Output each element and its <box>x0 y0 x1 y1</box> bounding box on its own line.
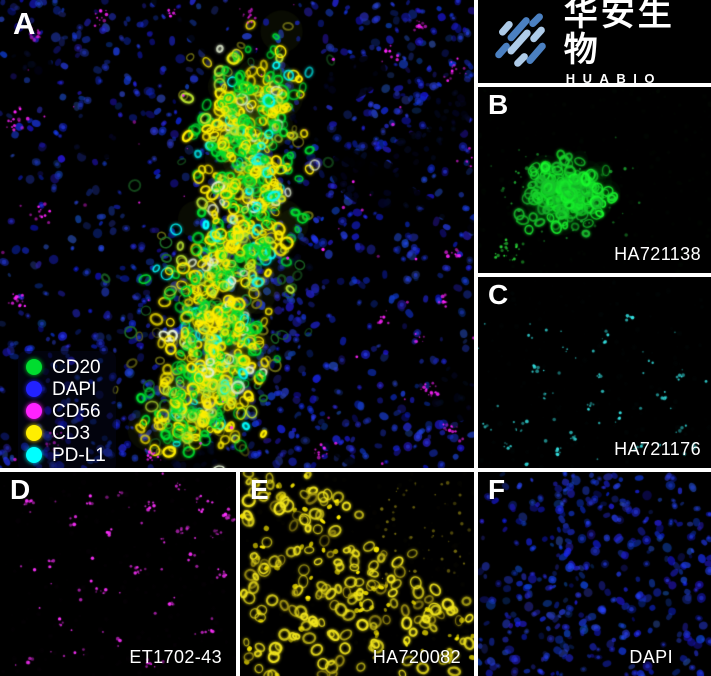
legend-item-cd3: CD3 <box>26 422 106 444</box>
legend-item-cd20: CD20 <box>26 356 106 378</box>
legend-label: DAPI <box>52 378 97 400</box>
panel-label-f: F <box>488 474 506 505</box>
antibody-code-label: HA720082 <box>372 647 461 667</box>
brand-name-en: HUABIO <box>565 71 662 83</box>
panel-d-cd56-image: D ET1702-43 <box>0 472 236 676</box>
panel-label-d: D <box>10 474 31 505</box>
brand-name-cn: 华安生物 <box>563 0 675 69</box>
panel-label-b: B <box>488 89 509 120</box>
antibody-code-label: ET1702-43 <box>129 647 222 667</box>
stain-legend: CD20 DAPI CD56 CD3 PD-L1 <box>18 351 116 468</box>
cd56-color-swatch <box>26 403 42 419</box>
panel-label-a: A <box>13 6 36 41</box>
micrograph-canvas-pdl1 <box>478 277 711 468</box>
cd3-color-swatch <box>26 425 42 441</box>
micrograph-canvas-cd20 <box>478 87 711 273</box>
legend-label: CD20 <box>52 356 101 378</box>
dapi-color-swatch <box>26 381 42 397</box>
antibody-code-label: DAPI <box>629 647 673 667</box>
legend-item-dapi: DAPI <box>26 378 106 400</box>
legend-item-pdl1: PD-L1 <box>26 444 106 466</box>
panel-a-merged-image: A CD20 DAPI CD56 CD3 PD-L1 <box>0 0 474 468</box>
panel-label-e: E <box>250 474 270 505</box>
panel-c-pdl1-image: C HA721176 <box>478 277 711 468</box>
legend-label: PD-L1 <box>52 444 106 466</box>
huabio-slash-logo-icon <box>495 13 546 67</box>
antibody-code-label: HA721138 <box>614 244 701 264</box>
micrograph-canvas-merged <box>0 0 474 468</box>
cd20-color-swatch <box>26 359 42 375</box>
legend-item-cd56: CD56 <box>26 400 106 422</box>
panel-f-dapi-image: F DAPI <box>478 472 711 676</box>
antibody-code-label: HA721176 <box>614 439 701 459</box>
huabio-logo-box: 华安生物 HUABIO <box>478 0 711 83</box>
panel-b-cd20-image: B HA721138 <box>478 87 711 273</box>
micrograph-canvas-dapi <box>478 472 711 676</box>
legend-label: CD56 <box>52 400 101 422</box>
pdl1-color-swatch <box>26 447 42 463</box>
legend-label: CD3 <box>52 422 91 444</box>
brand-text: 华安生物 HUABIO <box>564 0 711 83</box>
micrograph-canvas-cd3 <box>240 472 474 676</box>
panel-e-cd3-image: E HA720082 <box>240 472 474 676</box>
huabio-logo: 华安生物 HUABIO <box>478 0 711 83</box>
panel-label-c: C <box>488 279 509 310</box>
micrograph-canvas-cd56 <box>0 472 236 676</box>
